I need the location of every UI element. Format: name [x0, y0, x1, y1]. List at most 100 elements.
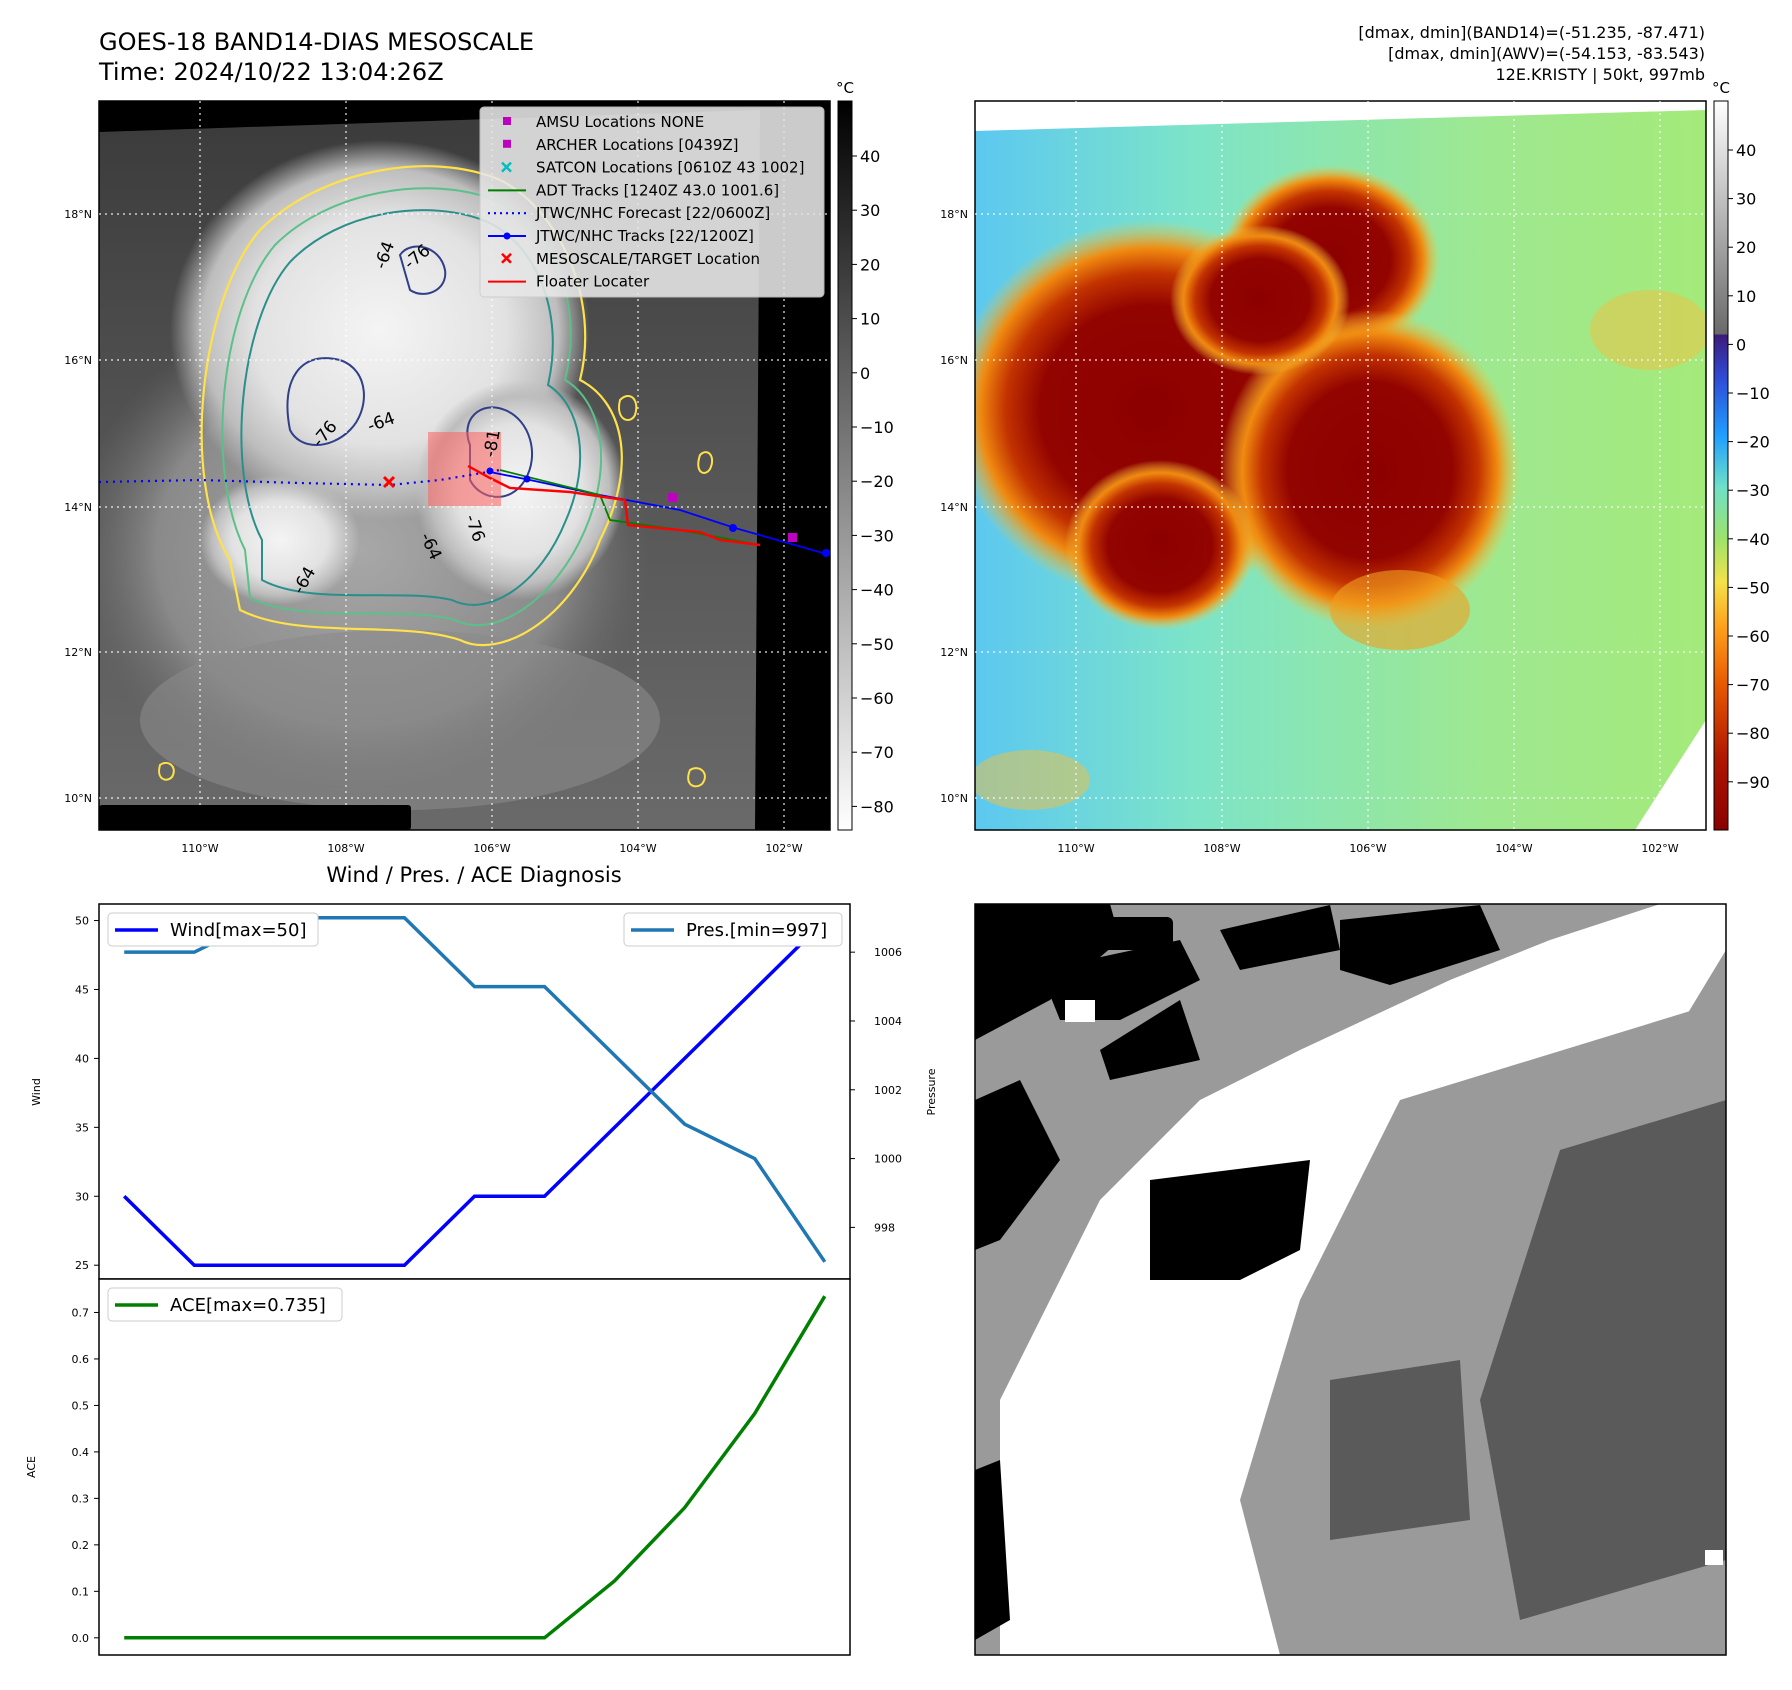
- info-awv: [dmax, dmin](AWV)=(-54.153, -83.543): [1388, 44, 1705, 63]
- colorbar-tick-label: 10: [1736, 287, 1756, 306]
- colorbar-tick-label: −70: [860, 743, 894, 762]
- dias-lon-110: 110°W: [1057, 842, 1094, 855]
- info-storm: 12E.KRISTY | 50kt, 997mb: [1496, 65, 1706, 84]
- ace-ytick-label: 0.7: [72, 1306, 90, 1319]
- dias-lat-18: 18°N: [940, 208, 968, 221]
- ace-legend-box: [107, 1287, 343, 1322]
- ace-ytick-label: 0.2: [72, 1539, 90, 1552]
- colorbar-tick-label: 20: [1736, 238, 1756, 257]
- ace-ytick-label: 0.6: [72, 1353, 90, 1366]
- ir-lat-12: 12°N: [64, 646, 92, 659]
- legend-square-marker: [503, 139, 511, 148]
- contour-label-8: -81: [480, 428, 505, 459]
- dias-lat-14: 14°N: [940, 501, 968, 514]
- ir-lon-104: 104°W: [619, 842, 656, 855]
- ir-lat-18: 18°N: [64, 208, 92, 221]
- dias-lon-108: 108°W: [1203, 842, 1240, 855]
- colorbar-tick-label: −40: [860, 581, 894, 600]
- wind-pres-axes: [98, 903, 851, 1280]
- legend-item: JTWC/NHC Tracks [22/1200Z]: [488, 227, 754, 245]
- ir-colorbar: °C 40 30 20 10 0 −10 −20 −30 −40 −50 −60 −70 −80: [836, 79, 894, 831]
- colorbar-tick-label: 0: [860, 364, 870, 383]
- legend-label: JTWC/NHC Forecast [22/0600Z]: [535, 204, 770, 222]
- pressure-ytick-label: 1000: [874, 1153, 902, 1166]
- ir-markers: [382, 467, 830, 557]
- legend-item: ADT Tracks [1240Z 43.0 1001.6]: [488, 181, 779, 199]
- colorbar-tick-label: 20: [860, 255, 880, 274]
- wind-ytick-label: 45: [75, 983, 89, 996]
- ir-lat-14: 14°N: [64, 501, 92, 514]
- ace-ytick-label: 0.5: [72, 1399, 90, 1412]
- legend-label: AMSU Locations NONE: [536, 113, 704, 131]
- figure-time: Time: 2024/10/22 13:04:26Z: [98, 58, 444, 86]
- ace-ylabel: ACE: [25, 1456, 38, 1478]
- legend-x-marker: [501, 161, 512, 173]
- diagnosis-title: Wind / Pres. / ACE Diagnosis: [326, 863, 621, 887]
- colorbar-tick-label: −20: [1736, 433, 1770, 452]
- wmg-count-badge: [987, 917, 1173, 950]
- dias-lat-12: 12°N: [940, 646, 968, 659]
- ace-series-line: [124, 1295, 827, 1640]
- ace-ytick-label: 0.0: [72, 1632, 90, 1645]
- ace-legend-label: ACE[max=0.735]: [170, 1295, 326, 1316]
- wind-legend-label: Wind[max=50]: [170, 920, 307, 941]
- legend-item: SATCON Locations [0610Z 43 1002]: [501, 159, 804, 177]
- legend-square-marker: [503, 117, 511, 125]
- colorbar-tick-label: −30: [860, 526, 894, 545]
- dias-lon-102: 102°W: [1641, 842, 1678, 855]
- legend-item: JTWC/NHC Forecast [22/0600Z]: [488, 204, 770, 222]
- ir-lon-106: 106°W: [473, 842, 510, 855]
- legend-label: JTWC/NHC Tracks [22/1200Z]: [535, 227, 754, 245]
- dias-lon-104: 104°W: [1495, 842, 1532, 855]
- legend-x-marker: [501, 252, 512, 264]
- ace-ytick-label: 0.4: [72, 1446, 90, 1459]
- legend-label: MESOSCALE/TARGET Location: [536, 250, 760, 268]
- ir-lon-108: 108°W: [327, 842, 364, 855]
- legend-item: MESOSCALE/TARGET Location: [501, 250, 760, 268]
- wind-ytick-label: 25: [75, 1259, 89, 1272]
- legend-item: AMSU Locations NONE: [503, 113, 704, 131]
- ir-lat-10: 10°N: [64, 792, 92, 805]
- colorbar-tick-label: 10: [860, 310, 880, 329]
- dias-lat-labels: 18°N 16°N 14°N 12°N 10°N: [940, 208, 968, 805]
- ir-colorbar-unit: °C: [836, 79, 854, 97]
- ace-axes: [98, 1278, 851, 1656]
- ir-lat-16: 16°N: [64, 354, 92, 367]
- colorbar-tick-label: −50: [860, 635, 894, 654]
- colorbar-tick-label: −20: [860, 472, 894, 491]
- wind-ylabel: Wind: [30, 1078, 43, 1106]
- pressure-ylabel: Pressure: [925, 1068, 938, 1115]
- dias-gridlines: [975, 101, 1706, 830]
- colorbar-tick-label: −50: [1736, 578, 1770, 597]
- wind-legend-box: [107, 912, 319, 947]
- map-legend: AMSU Locations NONE ARCHER Locations [043…: [479, 106, 825, 298]
- ir-lat-labels: 18°N 16°N 14°N 12°N 10°N: [64, 208, 92, 805]
- wmg-map: [975, 904, 1726, 1655]
- dias-colorbar-unit: °C: [1712, 79, 1730, 97]
- colorbar-tick-label: 40: [1736, 141, 1756, 160]
- dias-lat-10: 10°N: [940, 792, 968, 805]
- colorbar-tick-label: 30: [1736, 190, 1756, 209]
- pressure-legend-label: Pres.[min=997]: [686, 920, 827, 941]
- wmg-count: WMG Count: 0: [995, 922, 1156, 946]
- figure-title: GOES-18 BAND14-DIAS MESOSCALE: [99, 28, 534, 56]
- colorbar-tick-label: −80: [860, 797, 894, 816]
- dias-lon-labels: 110°W 108°W 106°W 104°W 102°W: [1057, 842, 1678, 855]
- dias-colorbar: °C 40 30 20 10 0 −10 −20 −30 −40 −50 −60 −70 −80 −90: [1712, 79, 1770, 831]
- info-band14: [dmax, dmin](BAND14)=(-51.235, -87.471): [1358, 23, 1705, 42]
- colorbar-tick-label: −80: [1736, 724, 1770, 743]
- colorbar-tick-label: 0: [1736, 335, 1746, 354]
- ace-ytick-label: 0.1: [72, 1585, 90, 1598]
- legend-label: ADT Tracks [1240Z 43.0 1001.6]: [536, 181, 779, 199]
- colorbar-tick-label: −90: [1736, 773, 1770, 792]
- colorbar-tick-label: −30: [1736, 481, 1770, 500]
- colorbar-tick-label: −40: [1736, 530, 1770, 549]
- dias-map: [975, 101, 1706, 830]
- ir-lon-labels: 110°W 108°W 106°W 104°W 102°W: [181, 842, 802, 855]
- ir-lon-110: 110°W: [181, 842, 218, 855]
- colorbar-tick-label: −60: [860, 689, 894, 708]
- legend-item: Floater Locater: [488, 273, 650, 291]
- wind-ytick-label: 30: [75, 1190, 89, 1203]
- pressure-ytick-label: 1002: [874, 1084, 902, 1097]
